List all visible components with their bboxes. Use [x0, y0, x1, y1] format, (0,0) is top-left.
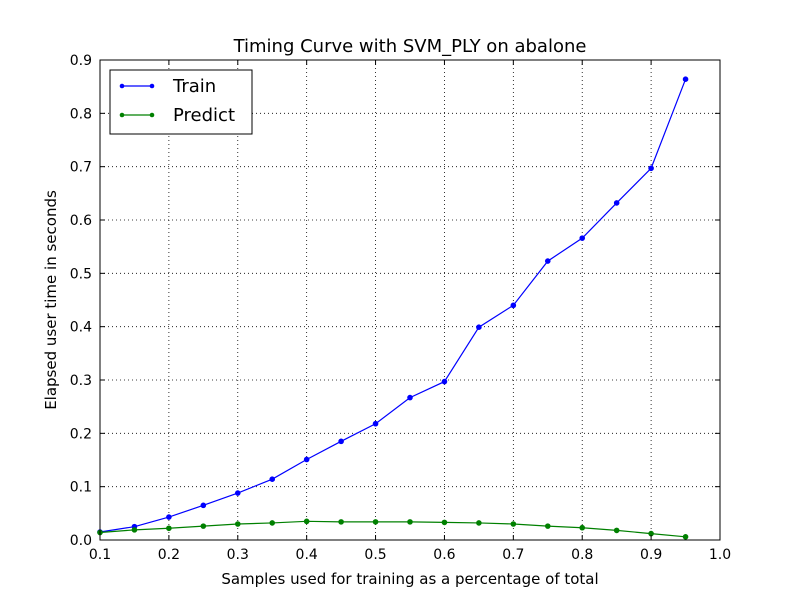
train-point [613, 200, 620, 206]
predict-point [131, 527, 138, 533]
predict-point [441, 519, 448, 526]
train-point [648, 165, 654, 172]
predict-point [613, 527, 620, 534]
predict-point [166, 525, 172, 532]
legend-train-marker [149, 83, 155, 89]
x-tick-label: 0.4 [296, 547, 318, 563]
grid-lines [100, 60, 720, 540]
plot-frame [99, 59, 721, 541]
train-point [166, 514, 172, 520]
legend-box [109, 69, 253, 135]
predict-point [269, 520, 276, 526]
y-tick-label: 0.8 [70, 106, 92, 122]
y-tick-label: 0.7 [70, 160, 92, 176]
x-tick-label: 0.5 [364, 547, 386, 563]
predict-point [544, 523, 551, 529]
predict-point [338, 519, 344, 525]
train-point [200, 502, 207, 509]
predict-point [682, 534, 689, 540]
predict-point [476, 520, 482, 526]
y-tick-label: 0.2 [70, 426, 92, 442]
predict-point [510, 521, 517, 527]
predict-point [579, 524, 586, 531]
train-point [544, 258, 551, 264]
legend-predict-marker [119, 112, 125, 118]
predict-point [303, 518, 310, 525]
train-point [372, 420, 379, 427]
legend-predict-label: Predict [173, 105, 235, 126]
train-line [99, 78, 687, 533]
y-tick-label: 0.9 [70, 53, 92, 69]
train-point [338, 438, 344, 445]
x-tick-label: 0.6 [433, 547, 455, 563]
train-point [682, 76, 689, 82]
predict-point [200, 523, 207, 529]
legend-train-marker [119, 83, 125, 89]
x-tick-label: 0.7 [502, 547, 524, 563]
train-point [441, 378, 448, 385]
y-tick-label: 0.5 [70, 266, 92, 282]
predict-line [99, 520, 686, 538]
legend-predict-marker [149, 112, 155, 118]
x-tick-label: 0.8 [571, 547, 593, 563]
plot-series [97, 76, 689, 540]
x-tick-label: 0.3 [227, 547, 249, 563]
train-point [510, 302, 517, 309]
y-tick-label: 0.1 [70, 480, 92, 496]
train-point [476, 324, 482, 331]
y-axis-label: Elapsed user time in seconds [42, 190, 60, 410]
x-tick-label: 0.1 [89, 547, 111, 563]
x-axis-label: Samples used for training as a percentag… [221, 570, 598, 588]
train-point [303, 456, 310, 463]
plot-axes: 0.1 0.2 0.3 0.4 0.5 0.6 0.7 0.8 0.9 1.00.00.10.20… [70, 53, 731, 563]
y-tick-label: 0.3 [70, 373, 92, 389]
train-point [269, 476, 276, 483]
legend: Train Predict [109, 69, 253, 135]
train-point [407, 394, 413, 401]
legend-train-label: Train [172, 76, 216, 97]
x-tick-label: 0.2 [158, 547, 180, 563]
y-tick-label: 0.6 [70, 213, 92, 229]
y-tick-label: 0.4 [70, 320, 92, 336]
predict-point [372, 519, 379, 525]
x-tick-label: 1.0 [709, 547, 731, 563]
chart-title: Timing Curve with SVM_PLY on abalone [233, 36, 587, 57]
predict-point [234, 521, 241, 527]
train-point [579, 235, 586, 241]
x-tick-label: 0.9 [640, 547, 662, 563]
y-tick-label: 0.0 [70, 533, 92, 549]
predict-point [407, 519, 413, 525]
train-point [234, 490, 241, 496]
